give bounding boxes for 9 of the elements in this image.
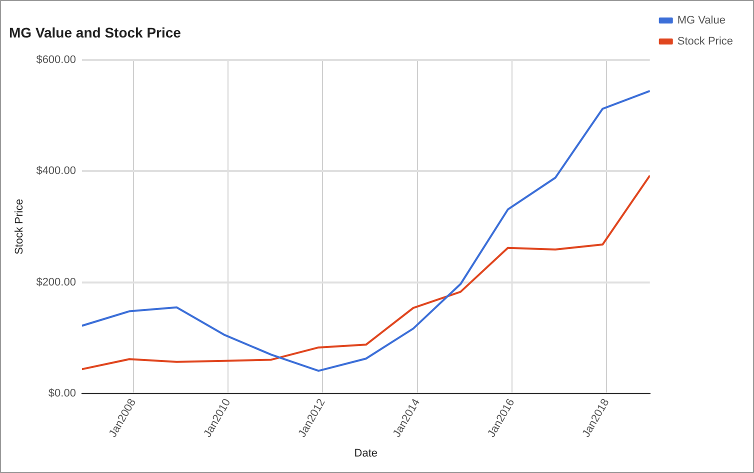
- y-tick-label: $600.00: [36, 54, 76, 66]
- y-axis-title: Stock Price: [14, 198, 26, 255]
- legend-label: MG Value: [677, 14, 726, 27]
- y-tick-label: $400.00: [36, 165, 76, 178]
- x-axis-title: Date: [354, 447, 378, 460]
- y-tick-label: $0.00: [48, 388, 76, 400]
- y-tick-label: $200.00: [36, 276, 76, 288]
- legend-label: Stock Price: [677, 36, 734, 48]
- chart-title: MG Value and Stock Price: [9, 24, 182, 40]
